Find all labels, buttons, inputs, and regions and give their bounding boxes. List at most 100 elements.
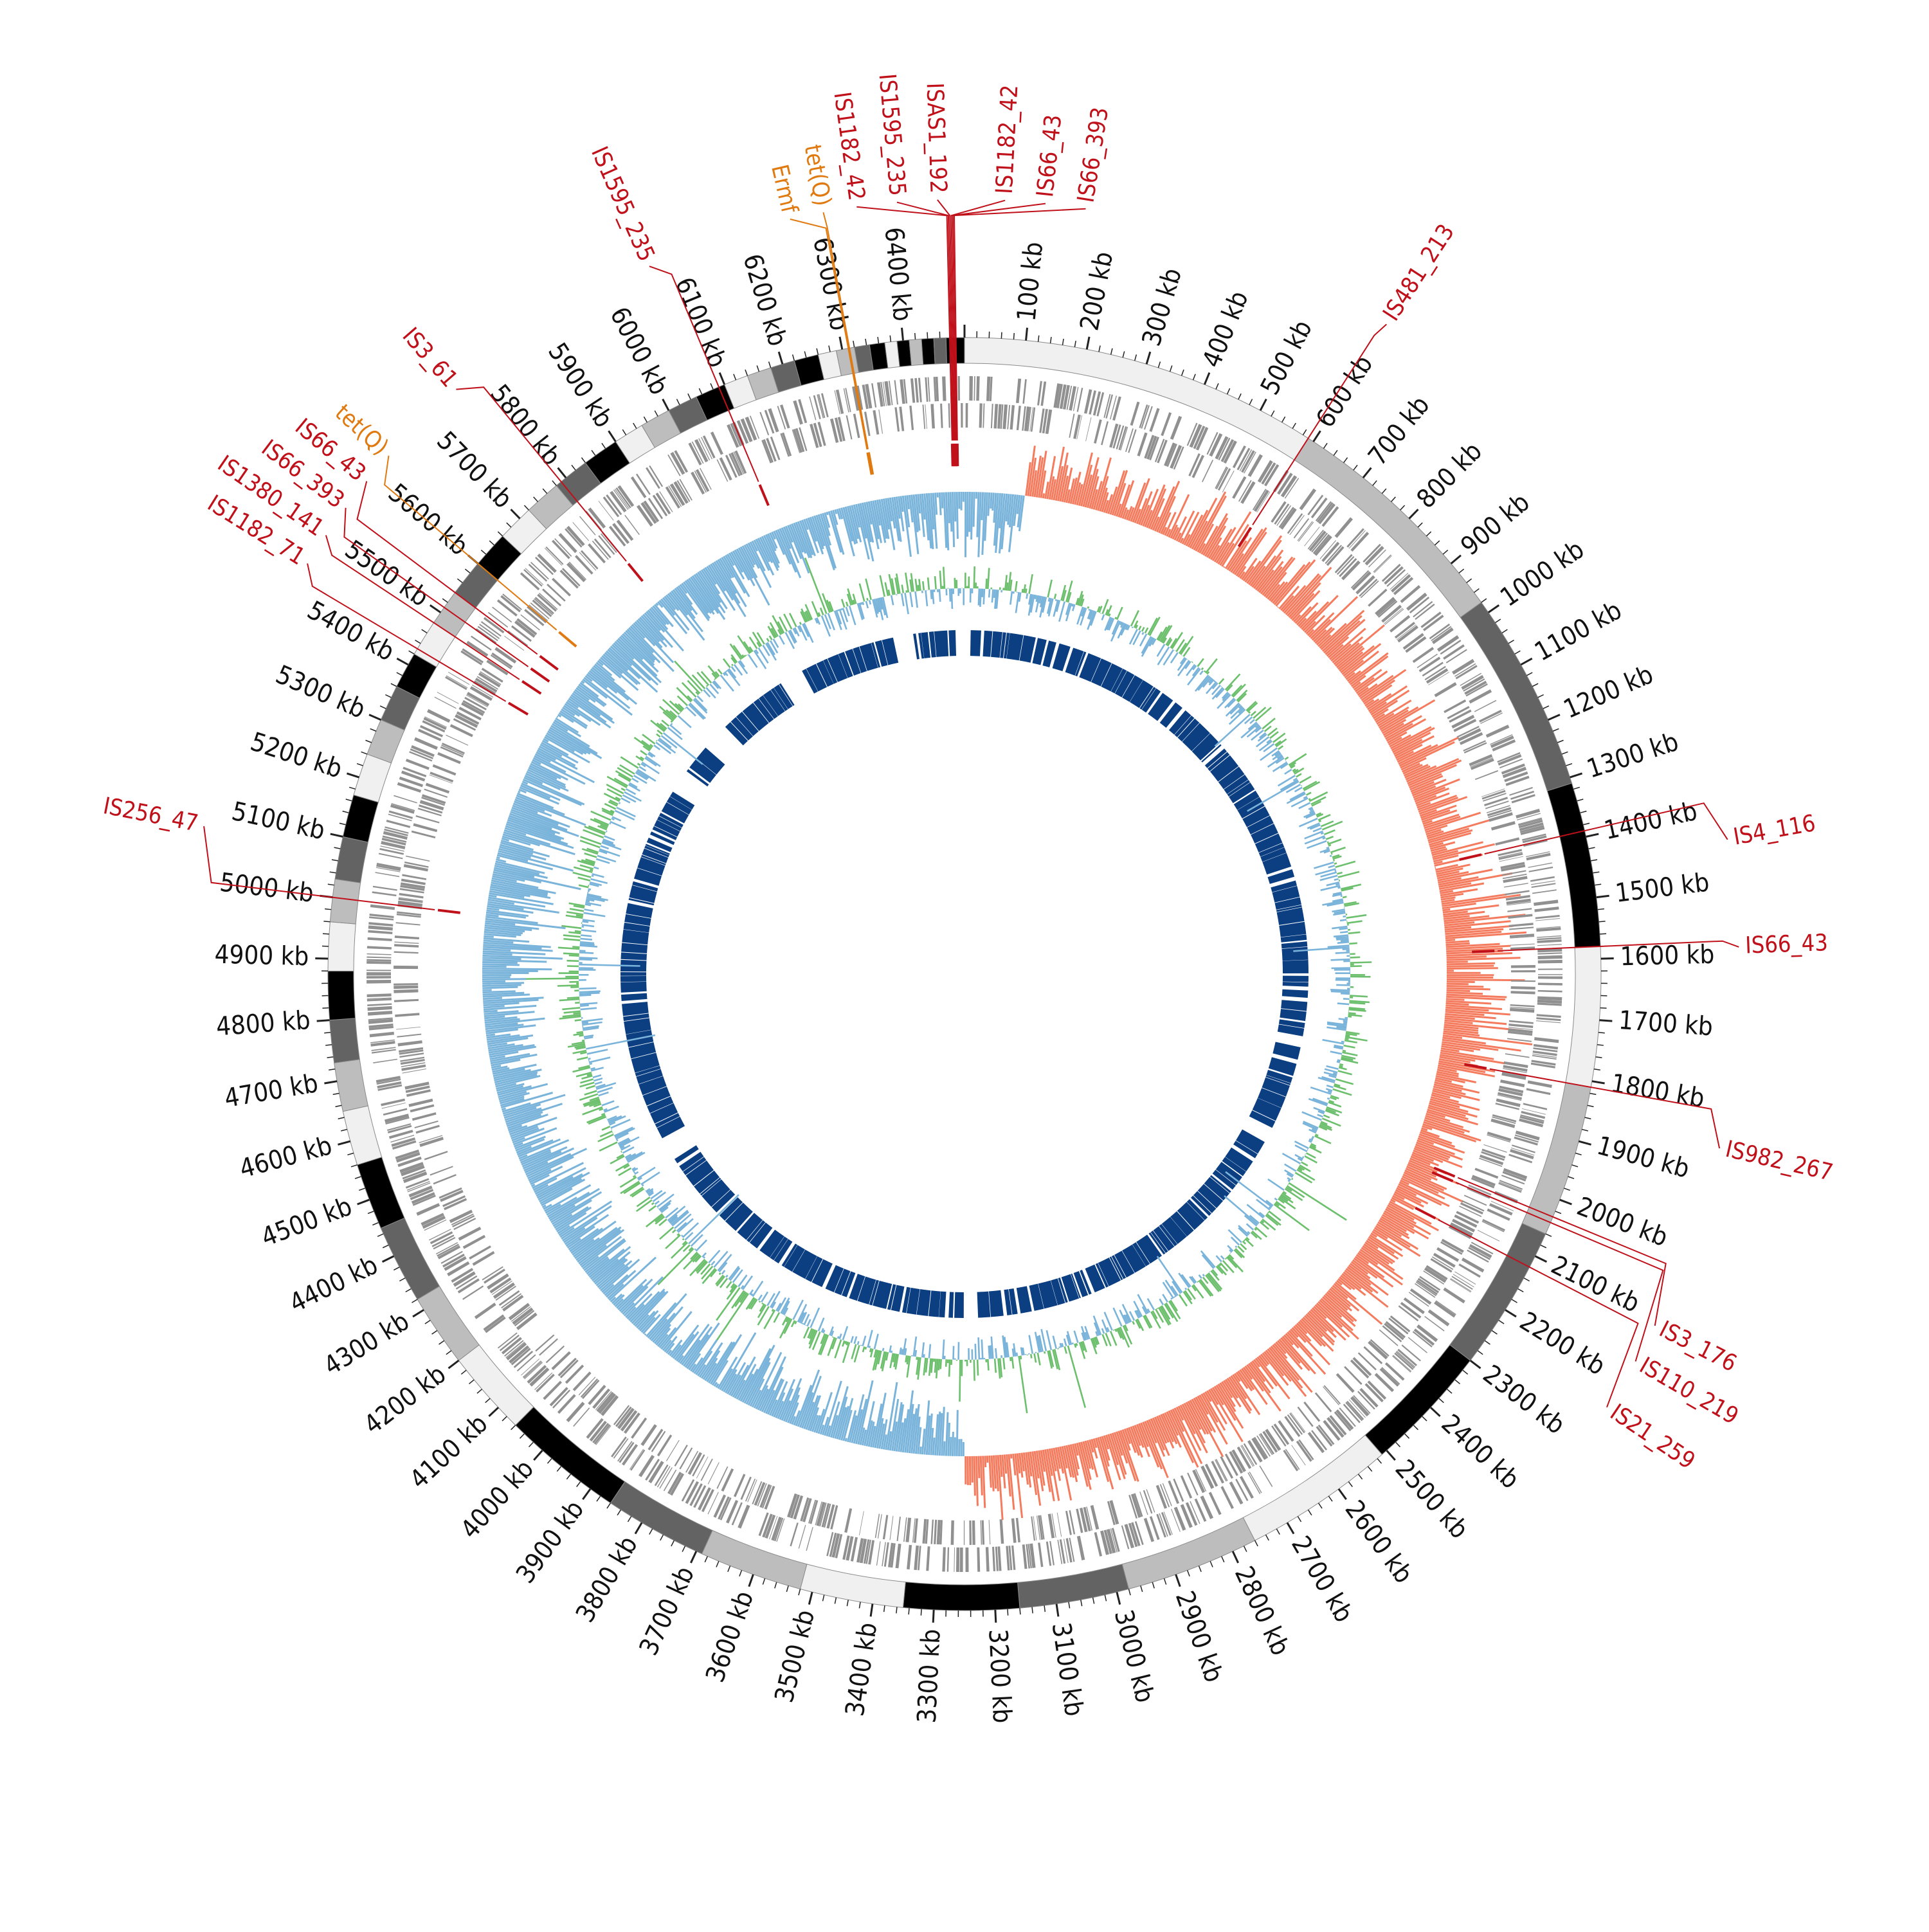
minor-tick — [581, 458, 585, 463]
minor-tick — [507, 523, 511, 527]
minor-tick — [676, 399, 679, 405]
scale-tick-label: 3900 kb — [511, 1495, 590, 1589]
scale-tick-label: 5200 kb — [247, 727, 346, 784]
minor-tick — [1599, 921, 1606, 922]
cds-feature — [1534, 1037, 1559, 1043]
cds-feature — [1077, 1536, 1085, 1560]
cds-feature — [1538, 976, 1562, 979]
major-tick — [1560, 1200, 1572, 1204]
cds-feature — [1509, 787, 1533, 796]
alignment-block — [620, 976, 646, 982]
contig-segment — [343, 1106, 381, 1165]
cds-feature — [498, 1332, 518, 1348]
contig-segment — [417, 1286, 479, 1361]
cds-feature — [871, 383, 876, 408]
scale-tick-label: 1200 kb — [1559, 660, 1658, 725]
major-tick — [583, 1489, 590, 1499]
cds-feature — [969, 1521, 972, 1545]
major-tick — [1579, 1141, 1591, 1144]
feature-mark — [1460, 854, 1481, 860]
resistance-gene-label: Ermf — [766, 162, 802, 217]
alignment-block — [948, 1292, 954, 1317]
contig-segment — [801, 1564, 906, 1608]
minor-tick — [1135, 354, 1137, 361]
contig-segment — [909, 339, 923, 365]
scale-tick-label: 1900 kb — [1594, 1131, 1693, 1184]
contig-segment — [702, 1530, 807, 1589]
cds-feature — [638, 1455, 655, 1477]
minor-tick — [1467, 579, 1472, 582]
minor-tick — [705, 1557, 707, 1562]
cds-feature — [372, 891, 397, 896]
minor-tick — [822, 1595, 824, 1602]
cds-feature — [1480, 712, 1503, 724]
cds-feature — [401, 1065, 426, 1071]
minor-tick — [1323, 443, 1327, 448]
minor-tick — [1566, 764, 1571, 766]
minor-tick — [1373, 481, 1377, 486]
is-element-label: IS21_259 — [1606, 1399, 1700, 1474]
cds-feature — [1112, 396, 1121, 420]
cds-feature — [1291, 1445, 1305, 1466]
cds-feature — [529, 604, 548, 621]
minor-tick — [1591, 860, 1597, 861]
inner-block-track — [620, 630, 1309, 1318]
major-tick — [635, 1522, 642, 1533]
contig-segment — [330, 879, 360, 924]
minor-tick — [1328, 1496, 1332, 1501]
minor-tick — [485, 1398, 490, 1403]
minor-tick — [1396, 1442, 1400, 1447]
major-tick — [534, 1450, 542, 1460]
minor-tick — [786, 1585, 788, 1592]
cds-feature — [1324, 1385, 1341, 1404]
minor-tick — [469, 1380, 474, 1384]
major-tick — [1521, 658, 1532, 665]
is-element-label: IS3_61 — [397, 323, 463, 392]
minor-tick — [1266, 1535, 1269, 1540]
cds-feature — [395, 1013, 419, 1016]
cds-feature — [1298, 522, 1314, 542]
cds-feature — [394, 944, 419, 947]
minor-tick — [1426, 532, 1431, 536]
minor-tick — [853, 341, 855, 347]
cds-feature — [485, 1317, 506, 1333]
cds-feature — [1528, 1080, 1552, 1088]
cds-feature — [655, 1465, 669, 1486]
cds-feature — [1413, 647, 1434, 663]
minor-tick — [557, 1467, 561, 1472]
cds-feature — [1534, 907, 1559, 912]
cds-feature — [979, 403, 983, 428]
cds-feature — [537, 554, 556, 573]
cds-feature — [1511, 965, 1535, 968]
minor-tick — [334, 847, 341, 849]
cds-feature — [433, 1174, 457, 1184]
scale-tick-label: 4700 kb — [222, 1069, 320, 1114]
minor-tick — [1170, 366, 1172, 372]
minor-tick — [1439, 1398, 1444, 1403]
cds-feature — [367, 980, 391, 984]
minor-tick — [1210, 1561, 1213, 1567]
alignment-block — [621, 993, 648, 1001]
cds-feature — [368, 937, 392, 941]
cds-feature — [1254, 490, 1269, 512]
scale-tick-label: 5000 kb — [218, 868, 315, 908]
major-tick — [902, 328, 903, 341]
scale-tick-label: 2800 kb — [1229, 1562, 1296, 1659]
major-tick — [489, 1407, 498, 1416]
cds-feature — [951, 1521, 954, 1545]
minor-tick — [461, 1370, 466, 1374]
cds-feature — [502, 1337, 522, 1354]
cds-feature — [846, 415, 853, 440]
cds-feature — [547, 584, 566, 602]
major-tick — [511, 509, 520, 518]
major-tick — [1204, 373, 1209, 385]
minor-tick — [1344, 458, 1348, 463]
cds-feature — [1380, 1368, 1399, 1387]
cds-feature — [675, 1445, 688, 1467]
minor-tick — [1282, 417, 1285, 422]
alignment-block — [934, 631, 948, 657]
minor-tick — [728, 1566, 730, 1571]
cds-feature — [991, 404, 993, 428]
